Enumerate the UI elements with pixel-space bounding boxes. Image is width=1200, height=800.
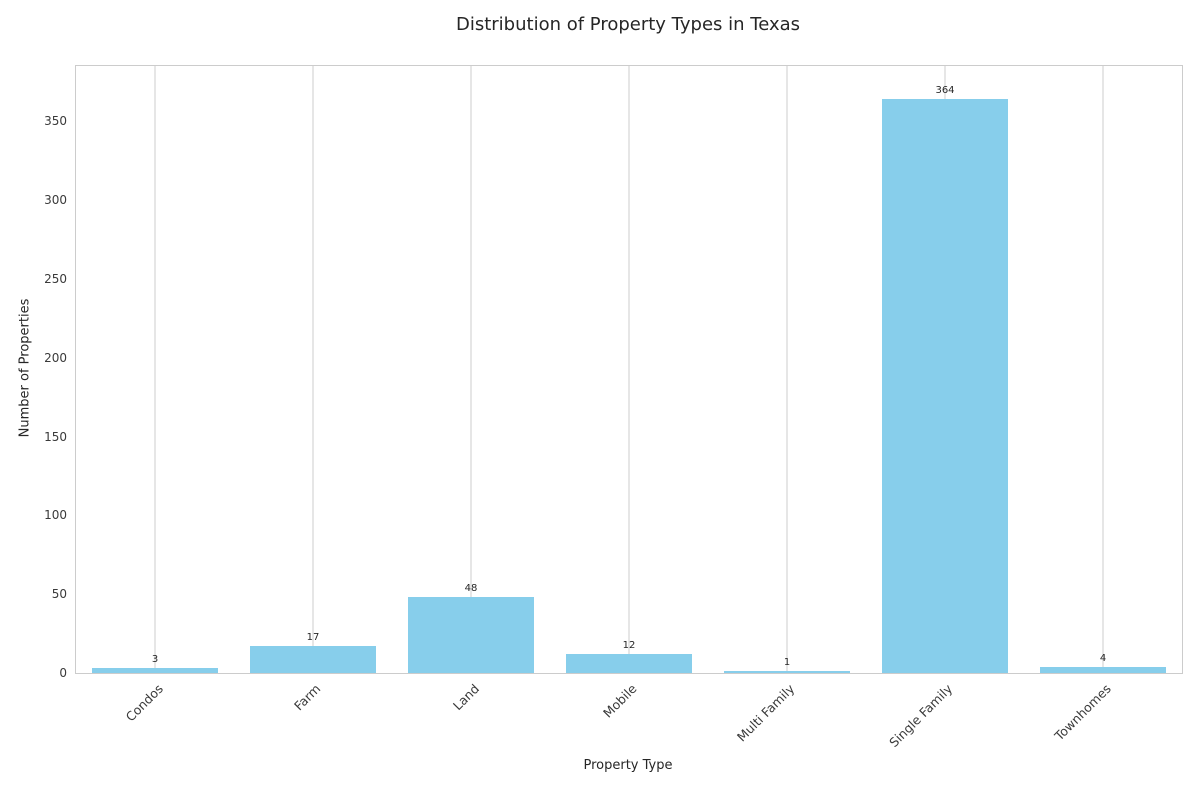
gridline-vertical: [786, 66, 788, 673]
bar-townhomes: [1039, 666, 1167, 673]
bar-condos: [91, 668, 219, 673]
bar-single-family: [881, 99, 1009, 673]
y-tick-label: 0: [59, 666, 67, 680]
y-tick-label: 150: [44, 429, 67, 444]
gridline-vertical: [628, 66, 630, 673]
y-tick-label: 250: [44, 271, 67, 286]
bar-farm: [249, 646, 377, 673]
y-tick-label: 300: [44, 193, 67, 207]
y-tick-label: 350: [44, 114, 67, 129]
x-tick-label: Farm: [291, 681, 324, 714]
x-tick-label: Townhomes: [1051, 681, 1114, 744]
gridline-vertical: [1102, 66, 1104, 673]
bar-value-label: 48: [464, 583, 478, 595]
y-tick-label: 100: [44, 508, 67, 523]
plot-area: 0 50 100 150 200 250 300 350 3 Condos 17 Farm 48 Land…: [44, 65, 1183, 750]
gridline-vertical: [312, 66, 314, 673]
bar-value-label: 3: [151, 654, 159, 666]
x-tick-label: Mobile: [599, 681, 640, 721]
y-tick-label: 200: [44, 350, 67, 365]
bar-mobile: [565, 654, 693, 673]
bar-value-label: 12: [622, 640, 636, 652]
bar-multi-family: [723, 671, 851, 673]
bar-land: [407, 597, 535, 673]
x-tick-label: Land: [449, 681, 482, 714]
chart-title: Distribution of Property Types in Texas: [455, 14, 801, 35]
bar-value-label: 17: [306, 632, 320, 644]
gridline-vertical: [154, 66, 156, 673]
x-axis-label: Property Type: [583, 758, 673, 773]
bar-value-label: 364: [935, 85, 955, 97]
x-tick-label: Multi Family: [734, 681, 798, 745]
y-axis-label: Number of Properties: [17, 298, 33, 438]
bar-value-label: 1: [783, 657, 791, 669]
x-tick-label: Condos: [122, 681, 166, 725]
x-tick-label: Single Family: [886, 681, 956, 751]
gridline-vertical: [470, 66, 472, 673]
y-tick-label: 50: [51, 587, 67, 602]
bar-value-label: 4: [1099, 652, 1107, 664]
